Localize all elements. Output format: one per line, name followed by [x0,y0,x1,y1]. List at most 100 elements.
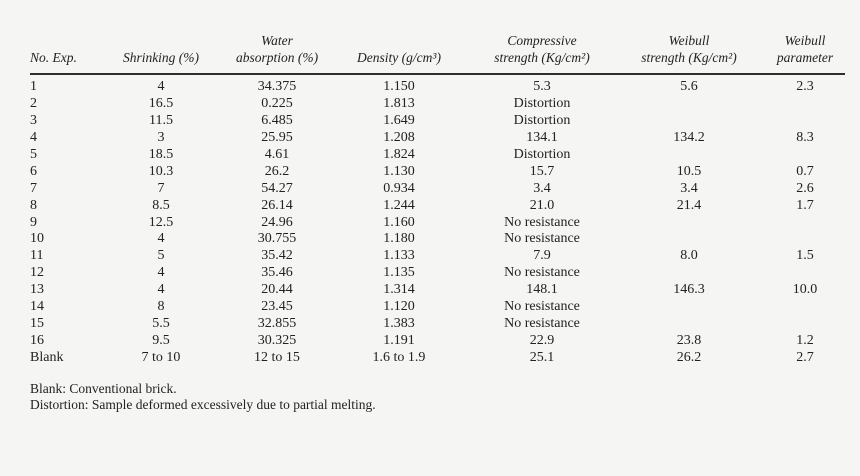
cell-water-absorption: 24.96 [261,214,293,230]
cell-compressive-strength: Distortion [513,112,571,128]
cell-density: 1.649 [383,112,415,128]
cell-density: 1.133 [383,248,415,264]
cell-shrinking: 4 [157,231,165,247]
cell-density: 1.135 [383,265,415,281]
cell-water-absorption: 23.45 [261,299,293,315]
table-row: Blank 7 to 10 12 to 15 1.6 to 1.9 25.1 2… [30,350,845,367]
cell-water-absorption: 30.755 [257,231,297,247]
cell-weibull-strength [613,231,765,248]
cell-no-exp: Blank [30,350,64,365]
cell-weibull-parameter: 8.3 [796,129,814,145]
cell-shrinking: 7 to 10 [141,350,181,365]
cell-shrinking: 3 [157,129,165,145]
cell-density: 1.383 [383,316,415,332]
cell-compressive-strength: Distortion [513,146,571,162]
cell-weibull-strength: 134.2 [673,129,705,145]
cell-density: 1.813 [383,95,415,111]
cell-compressive-strength: 22.9 [529,333,555,349]
cell-compressive-strength: 5.3 [533,79,551,94]
cell-water-absorption: 12 to 15 [254,350,300,365]
cell-shrinking: 8.5 [152,197,170,213]
cell-shrinking: 12.5 [148,214,174,230]
cell-density: 1.160 [383,214,415,230]
cell-water-absorption: 34.375 [257,79,297,94]
column-header: Weibull parameter [765,32,845,75]
cell-compressive-strength: Distortion [513,95,571,111]
cell-weibull-strength [613,147,765,164]
footnote-blank: Blank: Conventional brick. [30,380,177,396]
cell-compressive-strength: No resistance [504,265,580,281]
table-row: 1 4 34.375 1.150 5.3 5.6 2.3 [30,74,845,96]
column-header: No. Exp. [30,32,95,75]
cell-no-exp: 2 [30,95,37,111]
cell-no-exp: 5 [30,146,37,162]
table-row: 8 8.5 26.14 1.244 21.0 21.4 1.7 [30,198,845,215]
cell-compressive-strength: 15.7 [529,163,555,179]
cell-density: 1.191 [383,333,415,349]
cell-compressive-strength: 148.1 [526,282,558,298]
cell-no-exp: 10 [30,231,44,247]
footnote-distortion: Distortion: Sample deformed excessively … [30,397,376,413]
cell-density: 1.208 [383,129,415,145]
cell-weibull-strength: 26.2 [676,350,702,365]
cell-weibull-parameter: 10.0 [792,282,818,298]
cell-density: 1.180 [383,231,415,247]
cell-weibull-strength: 23.8 [676,333,702,349]
cell-compressive-strength: No resistance [504,231,580,247]
cell-water-absorption: 26.14 [261,197,293,213]
cell-weibull-strength: 8.0 [680,248,698,264]
column-header: Weibull strength (Kg/cm²) [613,32,765,75]
cell-no-exp: 13 [30,282,44,298]
cell-no-exp: 1 [30,79,37,94]
cell-weibull-parameter: 2.6 [796,180,814,196]
cell-shrinking: 7 [157,180,165,196]
cell-shrinking: 10.3 [148,163,174,179]
column-header: Shrinking (%) [95,32,227,75]
cell-compressive-strength: 21.0 [529,197,555,213]
column-header: Water absorption (%) [227,32,327,75]
table-row: 16 9.5 30.325 1.191 22.9 23.8 1.2 [30,333,845,350]
cell-compressive-strength: No resistance [504,214,580,230]
cell-weibull-parameter [765,215,845,232]
cell-no-exp: 8 [30,197,37,213]
table-row: 2 16.5 0.225 1.813 Distortion [30,96,845,113]
cell-shrinking: 5 [157,248,165,264]
cell-weibull-parameter [765,231,845,248]
cell-water-absorption: 0.225 [261,95,293,111]
cell-shrinking: 11.5 [149,112,173,128]
cell-weibull-strength: 5.6 [680,79,698,94]
column-header-line2: strength (Kg/cm²) [494,50,590,65]
table-row: 5 18.5 4.61 1.824 Distortion [30,147,845,164]
cell-weibull-strength [613,265,765,282]
cell-weibull-parameter [765,147,845,164]
cell-weibull-strength [613,113,765,130]
column-header-line2: No. Exp. [30,50,77,65]
cell-density: 1.244 [383,197,415,213]
cell-water-absorption: 35.42 [261,248,293,264]
cell-shrinking: 4 [157,79,165,94]
cell-weibull-parameter [765,316,845,333]
table-row: 4 3 25.95 1.208 134.1 134.2 8.3 [30,130,845,147]
column-header-line1: Water [261,33,293,48]
cell-weibull-strength [613,215,765,232]
cell-compressive-strength: 3.4 [533,180,551,196]
column-header-line1: Compressive [507,33,577,48]
cell-compressive-strength: 7.9 [533,248,551,264]
column-header-line2: parameter [776,50,834,65]
column-header-line1: Weibull [784,33,826,48]
cell-water-absorption: 30.325 [257,333,297,349]
cell-weibull-parameter: 2.3 [796,79,814,94]
cell-water-absorption: 35.46 [261,265,293,281]
cell-no-exp: 12 [30,265,44,281]
cell-weibull-strength [613,316,765,333]
cell-weibull-strength: 146.3 [673,282,705,298]
cell-compressive-strength: No resistance [504,316,580,332]
cell-shrinking: 5.5 [152,316,170,332]
cell-water-absorption: 54.27 [261,180,293,196]
cell-water-absorption: 4.61 [264,146,290,162]
cell-water-absorption: 6.485 [261,112,293,128]
footnotes: Blank: Conventional brick. Distortion: S… [30,381,845,414]
cell-no-exp: 16 [30,333,44,349]
cell-density: 1.6 to 1.9 [372,350,426,365]
